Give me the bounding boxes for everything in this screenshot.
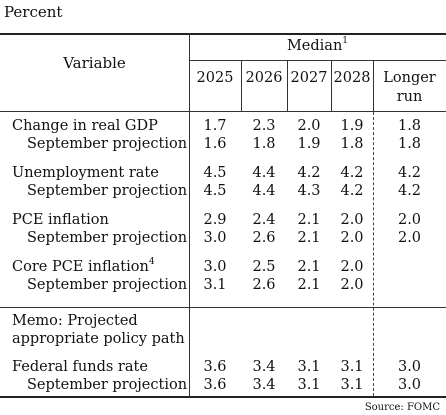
table-cell: 4.2 (397, 183, 422, 199)
variable-header: Variable (63, 54, 126, 72)
table-cell: 1.9 (340, 118, 364, 134)
table-cell: 1.8 (397, 136, 422, 152)
row-label-text: Core PCE inflation (12, 259, 149, 275)
row-footnote: 4 (148, 257, 155, 268)
table-cell: 1.9 (297, 136, 321, 152)
variable-column-divider (189, 33, 190, 398)
row-label-text: PCE inflation (12, 212, 109, 228)
projections-table: Variable Median1 2025 2026 2027 2028 Lon… (0, 33, 446, 398)
year-divider-1 (241, 60, 242, 112)
table-cell: 2.1 (297, 277, 321, 293)
table-cell: 2.0 (340, 259, 364, 275)
table-cell: 2.1 (297, 212, 321, 228)
table-cell: 4.4 (252, 165, 276, 181)
table-bottom-rule (0, 396, 446, 398)
table-cell: 4.5 (203, 165, 227, 181)
median-footnote: 1 (342, 36, 349, 47)
row-label-text: September projection (27, 230, 188, 246)
table-cell: 3.1 (297, 377, 321, 393)
table-cell: 4.2 (297, 165, 321, 181)
row-label-september-projection: September projection (27, 135, 187, 153)
table-cell: 2.0 (340, 277, 364, 293)
table-cell: 4.2 (340, 165, 364, 181)
median-underline (189, 60, 446, 61)
table-cell: 3.0 (203, 230, 227, 246)
table-cell: 2.9 (203, 212, 227, 228)
table-cell: 2.1 (297, 230, 321, 246)
row-label-september-projection: September projection (27, 182, 187, 200)
row-label-text: September projection (27, 277, 188, 293)
table-cell: 3.1 (340, 359, 364, 375)
row-label: Change in real GDP (12, 117, 158, 135)
table-cell: 2.0 (297, 118, 321, 134)
source-note: Source: FOMC (364, 402, 440, 413)
row-label-september-projection: September projection (27, 376, 187, 394)
table-cell: 2.0 (340, 230, 364, 246)
longer-run-header-line2: run (396, 89, 423, 105)
table-cell: 1.6 (203, 136, 227, 152)
year-divider-2 (287, 60, 288, 112)
memo-label-line1: Memo: Projected (12, 313, 138, 329)
row-label: PCE inflation (12, 211, 109, 229)
row-label-september-projection: September projection (27, 276, 187, 294)
table-cell: 3.0 (397, 359, 422, 375)
longer-run-header-line1: Longer (383, 70, 436, 86)
table-cell: 3.4 (252, 377, 276, 393)
table-cell: 4.2 (340, 183, 364, 199)
table-cell: 3.6 (203, 359, 227, 375)
table-cell: 1.8 (397, 118, 422, 134)
table-cell: 2.6 (252, 230, 276, 246)
table-cell: 4.3 (297, 183, 321, 199)
year-header-2027: 2027 (290, 70, 328, 86)
table-cell: 2.1 (297, 259, 321, 275)
table-cell: 2.3 (252, 118, 276, 134)
memo-top-rule (0, 307, 446, 308)
table-cell: 3.0 (203, 259, 227, 275)
table-cell: 4.4 (252, 183, 276, 199)
table-cell: 4.5 (203, 183, 227, 199)
table-cell: 3.0 (397, 377, 422, 393)
table-cell: 3.1 (203, 277, 227, 293)
median-label: Median (286, 38, 343, 54)
row-label: Federal funds rate (12, 358, 148, 376)
year-divider-4 (373, 60, 374, 112)
table-cell: 2.6 (252, 277, 276, 293)
year-header-2028: 2028 (333, 70, 371, 86)
row-label: Unemployment rate (12, 164, 159, 182)
row-label-text: September projection (27, 136, 188, 152)
row-label: Core PCE inflation4 (12, 258, 155, 276)
row-label-text: September projection (27, 183, 188, 199)
year-divider-3 (331, 60, 332, 112)
table-cell: 3.4 (252, 359, 276, 375)
table-cell: 4.2 (397, 165, 422, 181)
table-cell: 1.7 (203, 118, 227, 134)
table-cell: 2.5 (252, 259, 276, 275)
table-cell: 3.1 (340, 377, 364, 393)
unit-label: Percent (4, 3, 63, 21)
year-header-2025: 2025 (196, 70, 234, 86)
memo-label-line2: appropriate policy path (12, 331, 185, 347)
row-label-text: Change in real GDP (12, 118, 158, 134)
table-cell: 2.0 (397, 230, 422, 246)
longer-run-dashed-divider (373, 112, 374, 396)
table-cell: 1.8 (340, 136, 364, 152)
row-label-text: Unemployment rate (12, 165, 159, 181)
table-top-rule (0, 33, 446, 35)
table-cell: 2.0 (397, 212, 422, 228)
header-bottom-rule (0, 111, 446, 112)
table-cell: 2.0 (340, 212, 364, 228)
row-label-text: Federal funds rate (12, 359, 148, 375)
table-cell: 1.8 (252, 136, 276, 152)
table-cell: 3.1 (297, 359, 321, 375)
row-label-september-projection: September projection (27, 229, 187, 247)
table-cell: 3.6 (203, 377, 227, 393)
year-header-2026: 2026 (245, 70, 283, 86)
median-header: Median1 (189, 36, 446, 54)
row-label-text: September projection (27, 377, 188, 393)
table-cell: 2.4 (252, 212, 276, 228)
